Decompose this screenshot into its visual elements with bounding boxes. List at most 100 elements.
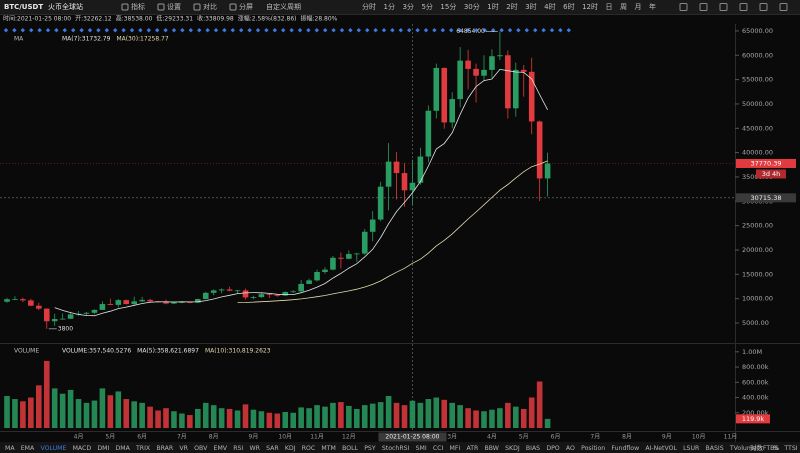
indicator-button[interactable]: DMI xyxy=(97,445,109,452)
event-marker xyxy=(356,28,361,33)
candle-body xyxy=(123,300,130,305)
indicator-button[interactable]: FTBS xyxy=(763,445,778,452)
custom-period[interactable]: 自定义周期 xyxy=(266,2,301,11)
tool-button[interactable]: 设置 xyxy=(167,2,181,11)
indicator-button[interactable]: LSUR xyxy=(683,445,700,452)
indicator-button[interactable]: ATR xyxy=(466,445,479,452)
toolbar-icon[interactable] xyxy=(739,3,748,11)
candle-body xyxy=(489,56,495,70)
period-button[interactable]: 3时 xyxy=(525,2,536,11)
indicator-button[interactable]: VOLUME xyxy=(40,445,66,452)
x-tick-label: 9月 xyxy=(662,434,672,441)
period-button[interactable]: 30分 xyxy=(464,2,480,11)
indicator-button[interactable]: CCI xyxy=(433,445,444,452)
x-tick-label: 9月 xyxy=(249,434,259,441)
toolbar-icon[interactable] xyxy=(719,3,728,11)
indicator-button[interactable]: TTSI xyxy=(783,445,797,452)
indicator-button[interactable]: RSI xyxy=(233,445,243,452)
event-marker xyxy=(533,28,538,33)
period-button[interactable]: 周 xyxy=(620,3,627,11)
indicator-button[interactable]: SAR xyxy=(266,445,279,452)
volume-bar xyxy=(195,408,201,428)
candle-body xyxy=(36,305,42,309)
volume-bar xyxy=(497,408,503,428)
indicator-button[interactable]: MFI xyxy=(450,445,461,452)
candle-body xyxy=(298,283,304,292)
toolbar-icon[interactable] xyxy=(759,3,768,11)
candle-body xyxy=(417,156,424,183)
indicator-button[interactable]: MACD xyxy=(73,445,92,452)
indicator-button[interactable]: AI-NetVOL xyxy=(645,445,677,452)
exchange[interactable]: 火币全球站 xyxy=(48,2,83,11)
indicator-button[interactable]: OBV xyxy=(194,445,208,452)
indicator-button[interactable]: SMI xyxy=(416,445,427,452)
candle-body xyxy=(210,290,217,293)
period-button[interactable]: 4时 xyxy=(544,2,555,11)
period-button[interactable]: 12时 xyxy=(582,2,598,11)
toolbar-icon[interactable] xyxy=(699,3,708,11)
x-tick-label: 7月 xyxy=(177,434,187,441)
indicator-button[interactable]: TVolume xyxy=(729,445,757,452)
event-marker xyxy=(96,28,101,33)
scale-option[interactable]: 对数 xyxy=(750,443,764,452)
indicator-button[interactable]: BASIS xyxy=(706,445,724,452)
indicator-button[interactable]: ROC xyxy=(302,445,316,452)
indicator-button[interactable]: VR xyxy=(179,445,188,452)
indicator-button[interactable]: TRIX xyxy=(135,445,151,452)
volume-bar xyxy=(12,399,18,428)
tool-button[interactable]: 对比 xyxy=(203,2,217,11)
indicator-button[interactable]: BIAS xyxy=(526,445,540,452)
volume-bar xyxy=(147,406,153,428)
event-marker xyxy=(407,28,412,33)
indicator-button[interactable]: PSY xyxy=(364,445,376,452)
symbol[interactable]: BTC/USDT xyxy=(4,3,43,11)
period-button[interactable]: 15分 xyxy=(440,2,456,11)
indicator-button[interactable]: MTM xyxy=(321,445,335,452)
indicator-button[interactable]: EMV xyxy=(214,445,228,452)
period-button[interactable]: 年 xyxy=(649,2,656,11)
candle-body xyxy=(20,299,26,301)
indicator-button[interactable]: Fundflow xyxy=(611,445,639,452)
indicator-button[interactable]: DPO xyxy=(546,445,559,452)
indicator-button[interactable]: WR xyxy=(249,445,260,452)
indicator-button[interactable]: Position xyxy=(581,445,605,452)
candle-body xyxy=(544,163,551,179)
indicator-button[interactable]: EMA xyxy=(21,445,35,452)
indicator-button[interactable]: BBW xyxy=(485,445,499,452)
period-button[interactable]: 2时 xyxy=(506,2,517,11)
period-button[interactable]: 月 xyxy=(635,3,642,11)
volume-legend: MA(5):358,621.6897 xyxy=(137,348,199,355)
event-marker xyxy=(491,28,496,33)
candle-body xyxy=(369,219,376,232)
y-tick-label: 55000.00 xyxy=(742,76,773,84)
event-marker xyxy=(87,28,93,33)
period-button[interactable]: 1时 xyxy=(487,2,498,11)
period-button[interactable]: 1分 xyxy=(384,2,395,11)
tool-button[interactable]: 指标 xyxy=(131,2,145,11)
period-button[interactable]: 5分 xyxy=(421,2,432,11)
event-marker xyxy=(29,28,34,33)
candle-body xyxy=(425,110,432,157)
indicator-button[interactable]: DMA xyxy=(115,445,130,452)
volume-y-tick-label: 400.00k xyxy=(742,394,769,402)
toolbar-icon[interactable] xyxy=(679,3,688,11)
indicator-button[interactable]: BRAR xyxy=(156,445,174,452)
tool-button[interactable]: 分屏 xyxy=(239,2,253,11)
indicator-button[interactable]: AO xyxy=(566,445,575,452)
period-button[interactable]: 3分 xyxy=(402,2,413,11)
volume-bar xyxy=(91,400,98,428)
toolbar-icon[interactable] xyxy=(779,3,788,11)
indicator-button[interactable]: StochRSI xyxy=(382,445,410,452)
period-button[interactable]: 日 xyxy=(606,3,613,11)
candle-body xyxy=(528,71,535,122)
period-button[interactable]: 6时 xyxy=(563,2,574,11)
indicator-button[interactable]: BOLL xyxy=(342,445,358,452)
event-marker xyxy=(390,28,395,33)
indicator-button[interactable]: SKDJ xyxy=(505,445,520,452)
scale-option[interactable]: % xyxy=(773,444,779,452)
period-button[interactable]: 分时 xyxy=(362,2,376,11)
candle-body xyxy=(147,299,153,302)
indicator-button[interactable]: KDJ xyxy=(285,445,296,452)
indicator-button[interactable]: MA xyxy=(5,445,15,452)
